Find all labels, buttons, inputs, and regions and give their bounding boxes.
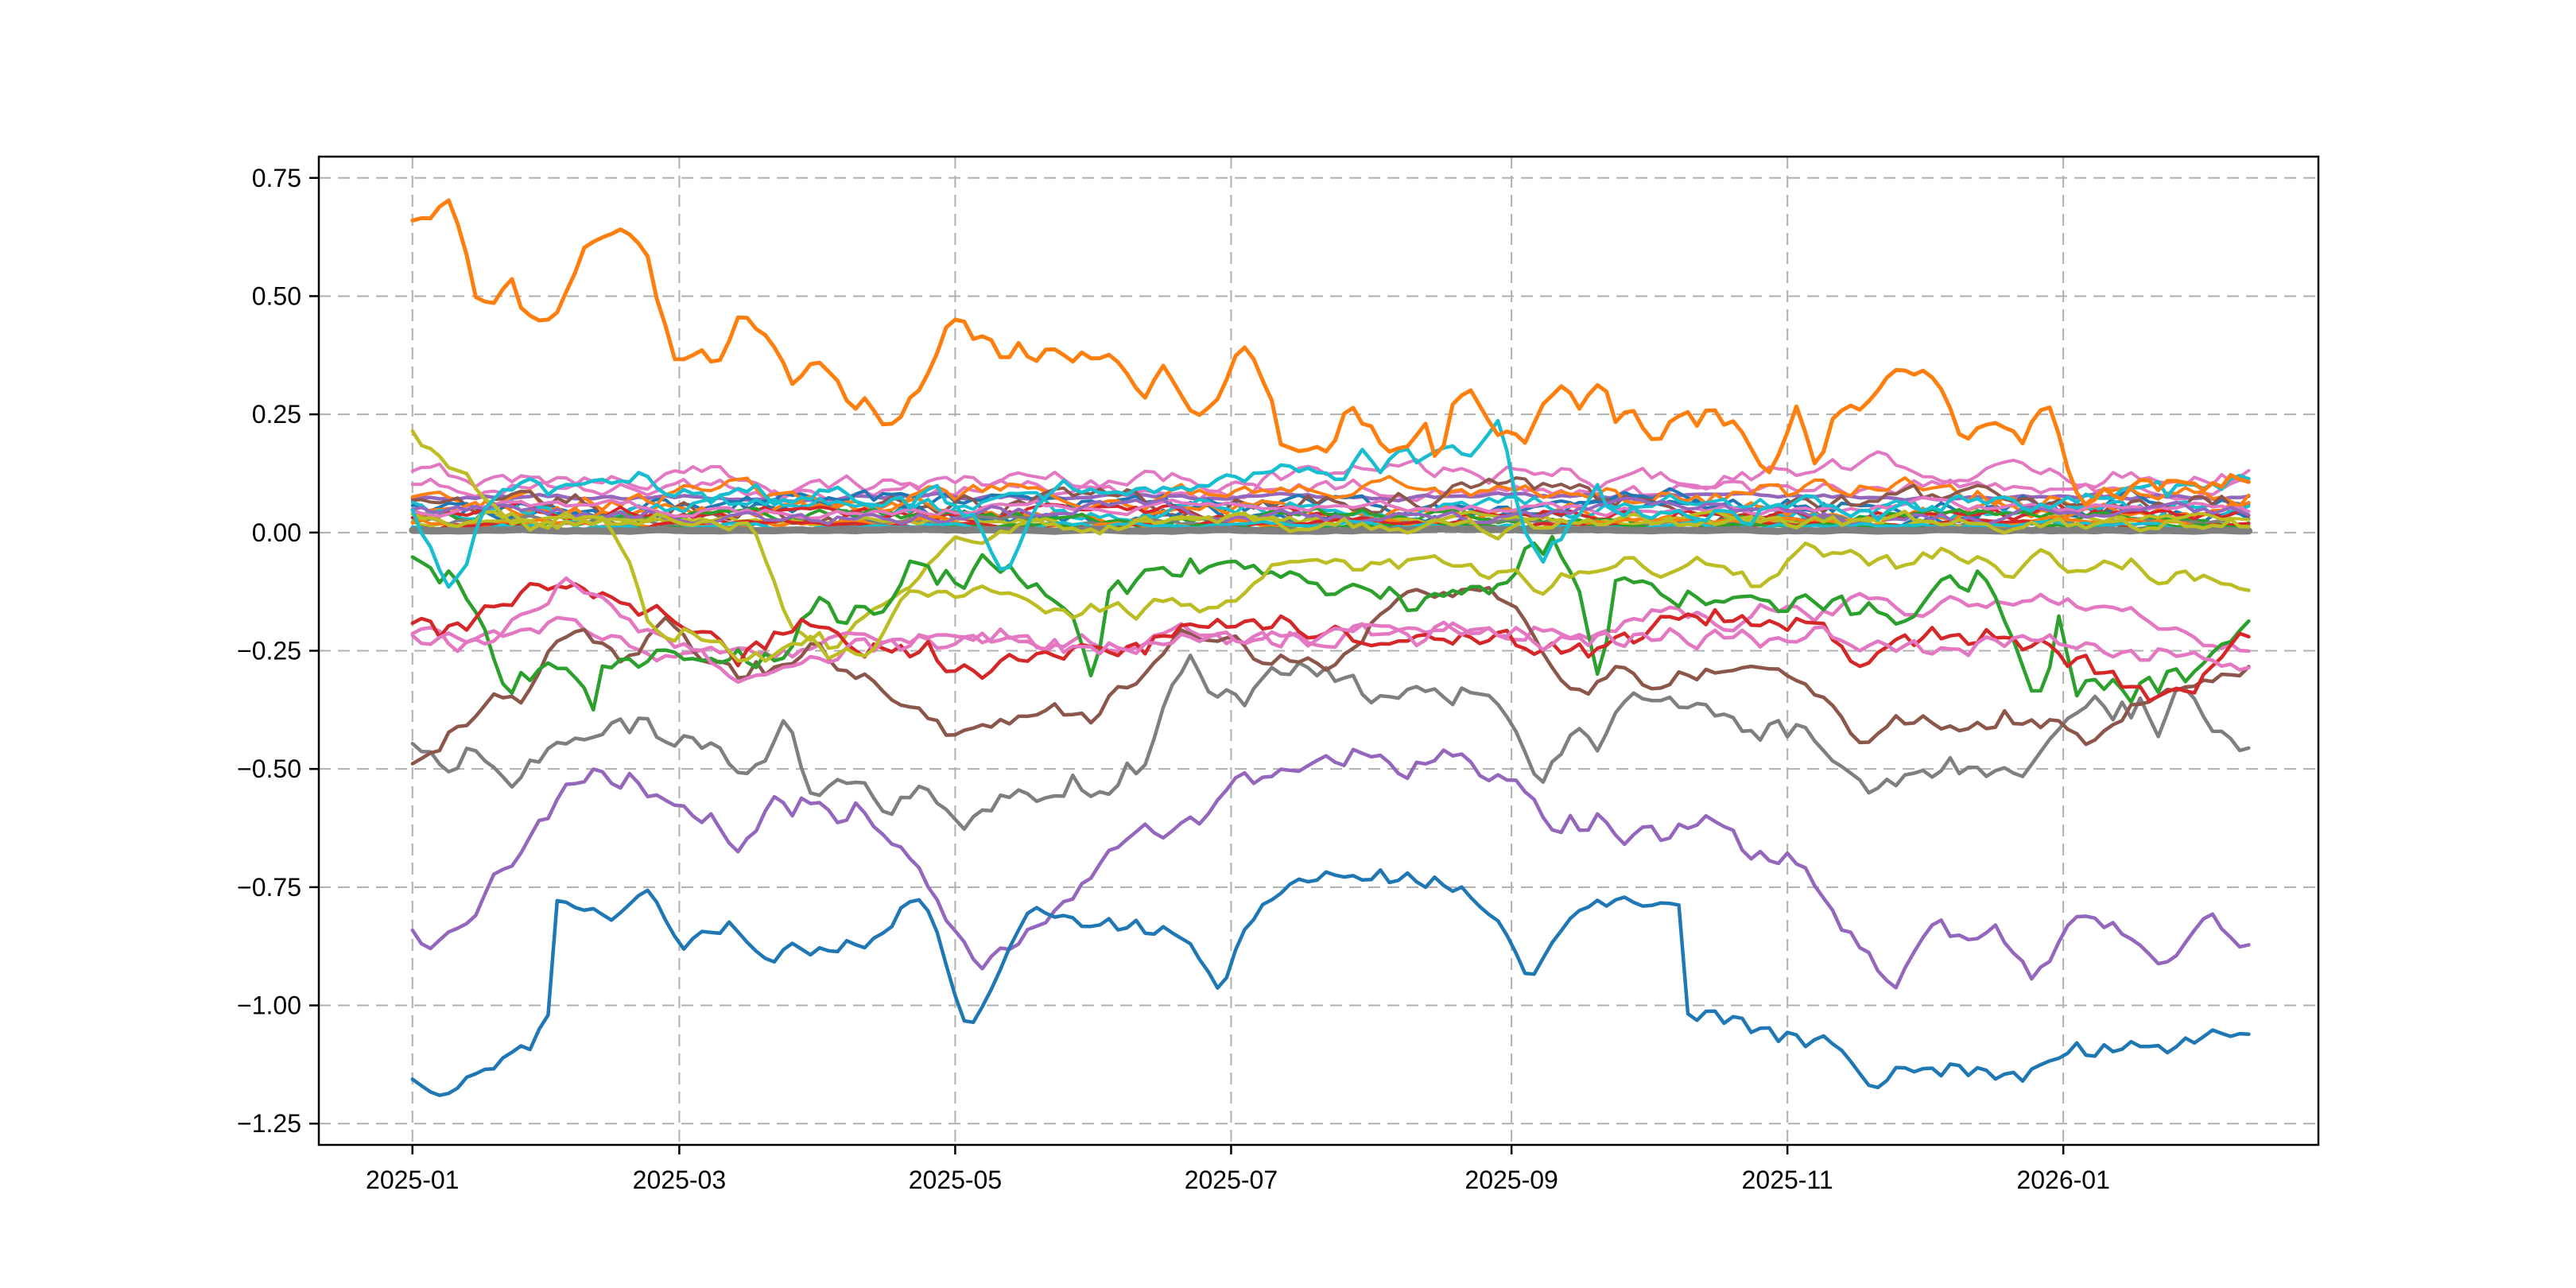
series-line-pink-secondary xyxy=(410,592,2251,663)
series-line-band-pink-2 xyxy=(410,475,2251,502)
series-line-green-main xyxy=(410,534,2251,712)
y-tick-label: 0.50 xyxy=(252,281,301,310)
y-tick-label: −1.25 xyxy=(237,1109,301,1138)
y-tick-label: −0.75 xyxy=(237,873,301,902)
x-tick-label: 2025-09 xyxy=(1465,1166,1558,1194)
x-tick-label: 2026-01 xyxy=(2016,1166,2109,1194)
series-line-orange-main xyxy=(410,198,2251,507)
series-line-band-pink-3 xyxy=(410,495,2251,520)
x-tick-label: 2025-01 xyxy=(366,1166,459,1194)
series-line-olive-main xyxy=(410,429,2251,663)
x-tick-label: 2025-11 xyxy=(1742,1166,1833,1194)
x-tick-label: 2025-05 xyxy=(909,1166,1002,1194)
series-line-pink-main xyxy=(410,576,2251,685)
series-line-gray-main xyxy=(410,654,2251,832)
x-tick-label: 2025-03 xyxy=(633,1166,726,1194)
series-group xyxy=(409,198,2252,1097)
series-line-band-gray-thick xyxy=(409,525,2252,535)
series-line-olive-secondary xyxy=(410,509,2251,650)
y-tick-label: −0.25 xyxy=(237,637,301,665)
x-tick-label: 2025-07 xyxy=(1185,1166,1278,1194)
series-line-blue-main xyxy=(410,867,2251,1097)
series-line-band-orange-1 xyxy=(410,475,2251,515)
series-line-band-pink-1 xyxy=(410,450,2251,501)
series-line-cyan-spike xyxy=(410,418,2251,589)
series-line-purple-main xyxy=(410,747,2251,990)
series-line-band-purple-2 xyxy=(410,496,2251,526)
y-tick-label: 0.25 xyxy=(252,400,301,429)
y-tick-label: −1.00 xyxy=(237,991,301,1020)
y-tick-label: 0.00 xyxy=(252,518,301,547)
y-tick-label: −0.50 xyxy=(237,755,301,783)
y-tick-label: 0.75 xyxy=(252,164,301,192)
